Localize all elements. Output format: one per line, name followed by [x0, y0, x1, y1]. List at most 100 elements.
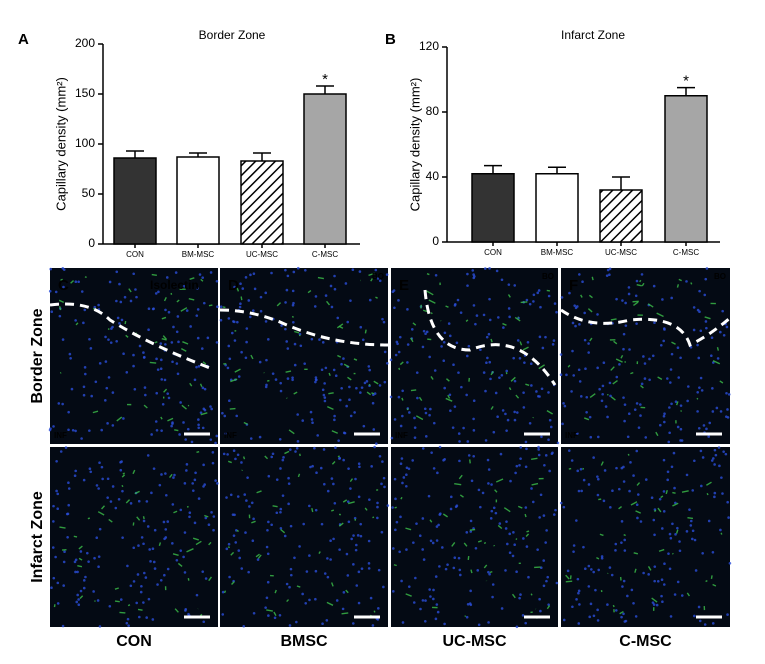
vessel: [186, 548, 194, 553]
nucleus: [587, 585, 591, 588]
nucleus: [577, 591, 580, 595]
vessel: [690, 282, 693, 285]
nucleus: [394, 528, 397, 532]
nucleus: [615, 466, 618, 470]
vessel: [195, 540, 202, 546]
nucleus: [210, 407, 213, 411]
nucleus: [551, 343, 555, 346]
nucleus: [486, 356, 489, 360]
nucleus: [160, 358, 163, 362]
nucleus: [304, 269, 307, 272]
nucleus: [571, 605, 574, 609]
nucleus: [596, 608, 599, 612]
nucleus: [236, 320, 239, 324]
nucleus: [246, 476, 249, 479]
nucleus: [258, 435, 262, 439]
nucleus: [86, 551, 89, 555]
nucleus: [212, 528, 215, 532]
nucleus: [88, 467, 92, 471]
nucleus: [576, 577, 580, 581]
nucleus: [698, 310, 701, 313]
nucleus: [170, 341, 174, 344]
vessel: [490, 371, 494, 376]
nucleus: [515, 570, 518, 574]
nucleus: [251, 539, 255, 543]
nucleus: [443, 622, 446, 626]
vessel: [284, 450, 290, 455]
nucleus: [264, 291, 268, 295]
nucleus: [228, 357, 232, 361]
vessel: [328, 392, 334, 395]
region-mark: INF: [224, 431, 237, 440]
nucleus: [614, 542, 618, 546]
nucleus: [356, 534, 360, 537]
nucleus: [385, 273, 389, 276]
vessel: [647, 303, 654, 308]
nucleus: [405, 548, 408, 551]
vessel: [78, 545, 83, 550]
nucleus: [443, 458, 446, 461]
nucleus: [286, 274, 290, 278]
nucleus: [51, 546, 55, 549]
nucleus: [513, 379, 517, 383]
nucleus: [237, 375, 241, 378]
nucleus: [587, 483, 591, 486]
nucleus: [383, 350, 387, 354]
vessel: [538, 364, 545, 370]
nucleus: [176, 315, 180, 318]
nucleus: [465, 393, 468, 397]
vessel: [525, 533, 530, 537]
nucleus: [596, 435, 600, 439]
nucleus: [309, 465, 312, 469]
nucleus: [350, 537, 353, 541]
vessel: [264, 455, 269, 460]
nucleus: [232, 534, 236, 537]
nucleus: [722, 450, 725, 453]
vessel: [490, 338, 493, 343]
nucleus: [200, 347, 204, 350]
nucleus: [179, 508, 183, 512]
nucleus: [428, 588, 431, 591]
vessel: [635, 510, 641, 514]
nucleus: [210, 511, 213, 514]
y-tick-label: 0: [88, 236, 95, 250]
nucleus: [648, 357, 651, 361]
nucleus: [536, 291, 540, 295]
nucleus: [82, 586, 86, 590]
nucleus: [287, 476, 290, 480]
nucleus: [195, 365, 198, 369]
nucleus: [185, 309, 189, 312]
x-tick-label: C-MSC: [673, 248, 699, 257]
vessel: [445, 397, 453, 402]
region-mark: INF: [395, 431, 408, 440]
nucleus: [118, 282, 121, 286]
nucleus: [488, 267, 491, 270]
nucleus: [487, 482, 490, 485]
nucleus: [397, 395, 401, 399]
nucleus: [669, 381, 672, 384]
vessel: [134, 490, 140, 495]
nucleus: [159, 578, 163, 582]
nucleus: [484, 389, 487, 393]
nucleus: [466, 272, 469, 276]
nucleus: [347, 467, 350, 470]
nucleus: [358, 270, 362, 273]
vessel: [189, 382, 193, 387]
nucleus: [544, 335, 547, 339]
nucleus: [118, 322, 121, 325]
nucleus: [236, 495, 240, 498]
nucleus: [382, 476, 386, 480]
nucleus: [604, 405, 608, 408]
nucleus: [539, 493, 543, 497]
nucleus: [505, 369, 509, 373]
nucleus: [197, 497, 201, 500]
nucleus: [713, 448, 717, 452]
x-tick-label: C-MSC: [312, 250, 338, 259]
nucleus: [406, 308, 409, 311]
vessel: [331, 461, 336, 465]
nucleus: [299, 344, 303, 348]
nucleus: [73, 560, 77, 564]
nucleus: [82, 478, 86, 482]
vessel: [231, 581, 235, 585]
nucleus: [576, 469, 580, 473]
